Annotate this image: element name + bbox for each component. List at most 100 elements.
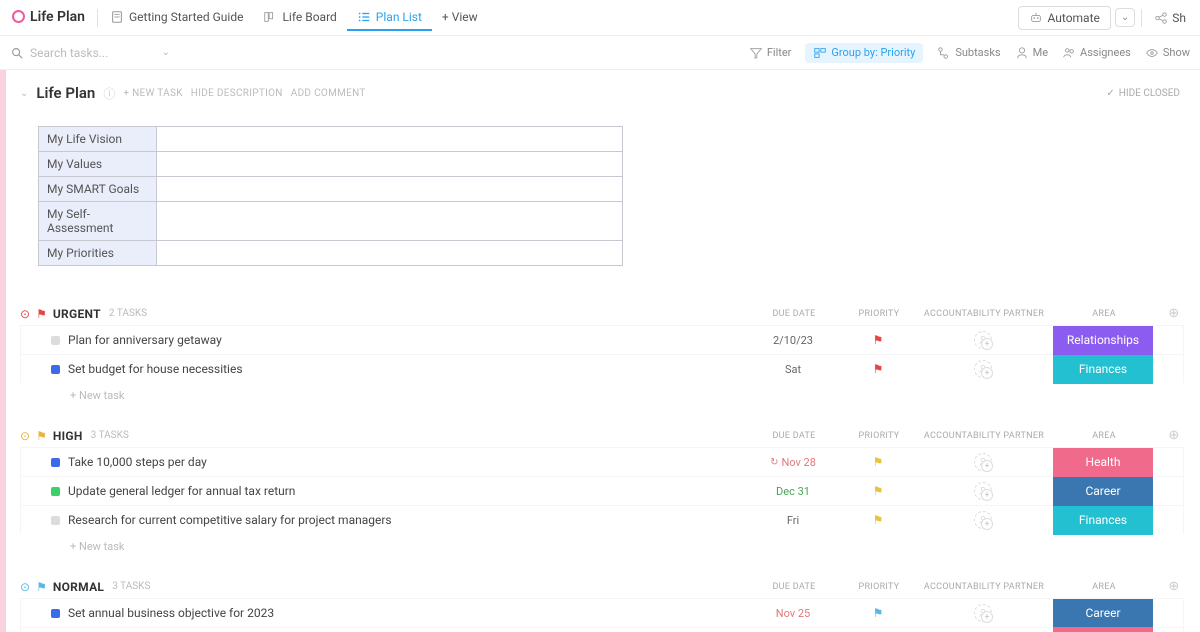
accountability-cell[interactable] bbox=[913, 482, 1053, 500]
assign-avatar-icon[interactable] bbox=[974, 482, 992, 500]
accountability-cell[interactable] bbox=[913, 331, 1053, 349]
task-row[interactable]: Sign up in a gymNov 24⚑Health bbox=[20, 627, 1184, 632]
me-button[interactable]: Me bbox=[1015, 46, 1048, 60]
priority-cell[interactable]: ⚑ bbox=[843, 333, 913, 347]
status-icon[interactable] bbox=[51, 365, 60, 374]
status-icon[interactable] bbox=[51, 609, 60, 618]
workspace-title[interactable]: Life Plan bbox=[8, 4, 95, 32]
status-icon[interactable] bbox=[51, 336, 60, 345]
add-column-button[interactable]: ⊕ bbox=[1164, 428, 1184, 443]
group-header: ⊙⚑NORMAL3 TASKSDUE DATEPRIORITYACCOUNTAB… bbox=[20, 579, 1184, 598]
area-cell[interactable]: Finances bbox=[1053, 506, 1153, 535]
group-header: ⊙⚑HIGH3 TASKSDUE DATEPRIORITYACCOUNTABIL… bbox=[20, 428, 1184, 447]
task-row[interactable]: Take 10,000 steps per day↻Nov 28⚑Health bbox=[20, 447, 1184, 476]
person-icon bbox=[1015, 46, 1029, 60]
priority-cell[interactable]: ⚑ bbox=[843, 455, 913, 469]
area-cell[interactable]: Finances bbox=[1053, 355, 1153, 384]
task-row[interactable]: Plan for anniversary getaway2/10/23⚑ Rela… bbox=[20, 325, 1184, 354]
hide-description-button[interactable]: HIDE DESCRIPTION bbox=[191, 88, 283, 99]
due-date-cell[interactable]: Sat bbox=[743, 363, 843, 376]
area-cell[interactable]: Relationships bbox=[1053, 326, 1153, 355]
status-icon[interactable] bbox=[51, 516, 60, 525]
plan-row-value[interactable] bbox=[157, 127, 623, 152]
due-date-cell[interactable]: Fri bbox=[743, 514, 843, 527]
status-icon[interactable] bbox=[51, 487, 60, 496]
plan-row-value[interactable] bbox=[157, 241, 623, 266]
accountability-cell[interactable] bbox=[913, 511, 1053, 529]
task-row[interactable]: Set budget for house necessitiesSat⚑Fina… bbox=[20, 354, 1184, 383]
due-date-cell[interactable]: 2/10/23 bbox=[743, 334, 843, 347]
col-due-date: DUE DATE bbox=[744, 582, 844, 592]
robot-icon bbox=[1029, 11, 1043, 25]
assign-avatar-icon[interactable] bbox=[974, 360, 992, 378]
collapse-icon[interactable]: ⌄ bbox=[20, 88, 28, 99]
doc-icon bbox=[110, 10, 124, 24]
show-button[interactable]: Show bbox=[1145, 46, 1190, 60]
nav-plan-list[interactable]: Plan List bbox=[347, 5, 432, 31]
add-column-button[interactable]: ⊕ bbox=[1164, 579, 1184, 594]
plan-table-row[interactable]: My Priorities bbox=[39, 241, 623, 266]
area-tag: Finances bbox=[1053, 355, 1153, 384]
group-toggle-icon[interactable]: ⊙ bbox=[20, 307, 30, 321]
task-cells: ↻Nov 28⚑ Health bbox=[743, 448, 1183, 477]
area-cell[interactable]: Health bbox=[1053, 448, 1153, 477]
task-row[interactable]: Set annual business objective for 2023No… bbox=[20, 598, 1184, 627]
group-toggle-icon[interactable]: ⊙ bbox=[20, 580, 30, 594]
group-count: 2 TASKS bbox=[109, 308, 147, 319]
add-comment-button[interactable]: ADD COMMENT bbox=[291, 88, 366, 99]
area-cell[interactable]: Health bbox=[1053, 627, 1153, 632]
due-date-cell[interactable]: Nov 25 bbox=[743, 607, 843, 620]
task-title-cell: Plan for anniversary getaway bbox=[21, 333, 743, 347]
subtasks-button[interactable]: Subtasks bbox=[937, 46, 1000, 60]
accountability-cell[interactable] bbox=[913, 360, 1053, 378]
share-button[interactable]: Sh bbox=[1148, 7, 1192, 29]
area-cell[interactable]: Career bbox=[1053, 477, 1153, 506]
plan-row-value[interactable] bbox=[157, 177, 623, 202]
plan-row-value[interactable] bbox=[157, 202, 623, 241]
filter-button[interactable]: Filter bbox=[749, 46, 792, 60]
info-icon[interactable]: ⓘ bbox=[103, 85, 115, 102]
area-cell[interactable]: Career bbox=[1053, 599, 1153, 628]
assign-avatar-icon[interactable] bbox=[974, 331, 992, 349]
add-column-button[interactable]: ⊕ bbox=[1164, 306, 1184, 321]
automate-button[interactable]: Automate bbox=[1018, 6, 1111, 30]
groupby-button[interactable]: Group by: Priority bbox=[805, 43, 923, 63]
new-task-link[interactable]: + New task bbox=[20, 383, 1184, 402]
task-row[interactable]: Research for current competitive salary … bbox=[20, 505, 1184, 534]
search-input[interactable]: Search tasks... ⌄ bbox=[10, 46, 170, 60]
priority-cell[interactable]: ⚑ bbox=[843, 362, 913, 376]
plan-table-row[interactable]: My Values bbox=[39, 152, 623, 177]
nav-life-board[interactable]: Life Board bbox=[253, 5, 346, 31]
priority-group: ⊙⚑URGENT2 TASKSDUE DATEPRIORITYACCOUNTAB… bbox=[0, 306, 1200, 402]
due-date-cell[interactable]: ↻Nov 28 bbox=[743, 456, 843, 469]
due-date-cell[interactable]: Dec 31 bbox=[743, 485, 843, 498]
filter-icon bbox=[749, 46, 763, 60]
nav-getting-started[interactable]: Getting Started Guide bbox=[100, 5, 253, 31]
priority-cell[interactable]: ⚑ bbox=[843, 513, 913, 527]
new-task-button[interactable]: + NEW TASK bbox=[123, 88, 182, 99]
assign-avatar-icon[interactable] bbox=[974, 511, 992, 529]
assign-avatar-icon[interactable] bbox=[974, 453, 992, 471]
plan-row-label: My Values bbox=[39, 152, 157, 177]
priority-group: ⊙⚑NORMAL3 TASKSDUE DATEPRIORITYACCOUNTAB… bbox=[0, 579, 1200, 632]
task-cells: Nov 24⚑Health bbox=[743, 627, 1183, 632]
priority-cell[interactable]: ⚑ bbox=[843, 606, 913, 620]
assign-avatar-icon[interactable] bbox=[974, 604, 992, 622]
plan-table-row[interactable]: My Life Vision bbox=[39, 127, 623, 152]
plan-row-value[interactable] bbox=[157, 152, 623, 177]
nav-add-view[interactable]: + View bbox=[432, 5, 488, 31]
status-icon[interactable] bbox=[51, 458, 60, 467]
task-title-cell: Update general ledger for annual tax ret… bbox=[21, 484, 743, 498]
group-toggle-icon[interactable]: ⊙ bbox=[20, 429, 30, 443]
hide-closed-button[interactable]: ✓ HIDE CLOSED bbox=[1106, 88, 1180, 99]
accountability-cell[interactable] bbox=[913, 604, 1053, 622]
new-task-link[interactable]: + New task bbox=[20, 534, 1184, 553]
plan-table-row[interactable]: My Self-Assessment bbox=[39, 202, 623, 241]
automate-label: Automate bbox=[1048, 11, 1100, 25]
accountability-cell[interactable] bbox=[913, 453, 1053, 471]
assignees-button[interactable]: Assignees bbox=[1062, 46, 1131, 60]
plan-table-row[interactable]: My SMART Goals bbox=[39, 177, 623, 202]
task-row[interactable]: Update general ledger for annual tax ret… bbox=[20, 476, 1184, 505]
automate-dropdown[interactable]: ⌄ bbox=[1115, 8, 1135, 27]
priority-cell[interactable]: ⚑ bbox=[843, 484, 913, 498]
